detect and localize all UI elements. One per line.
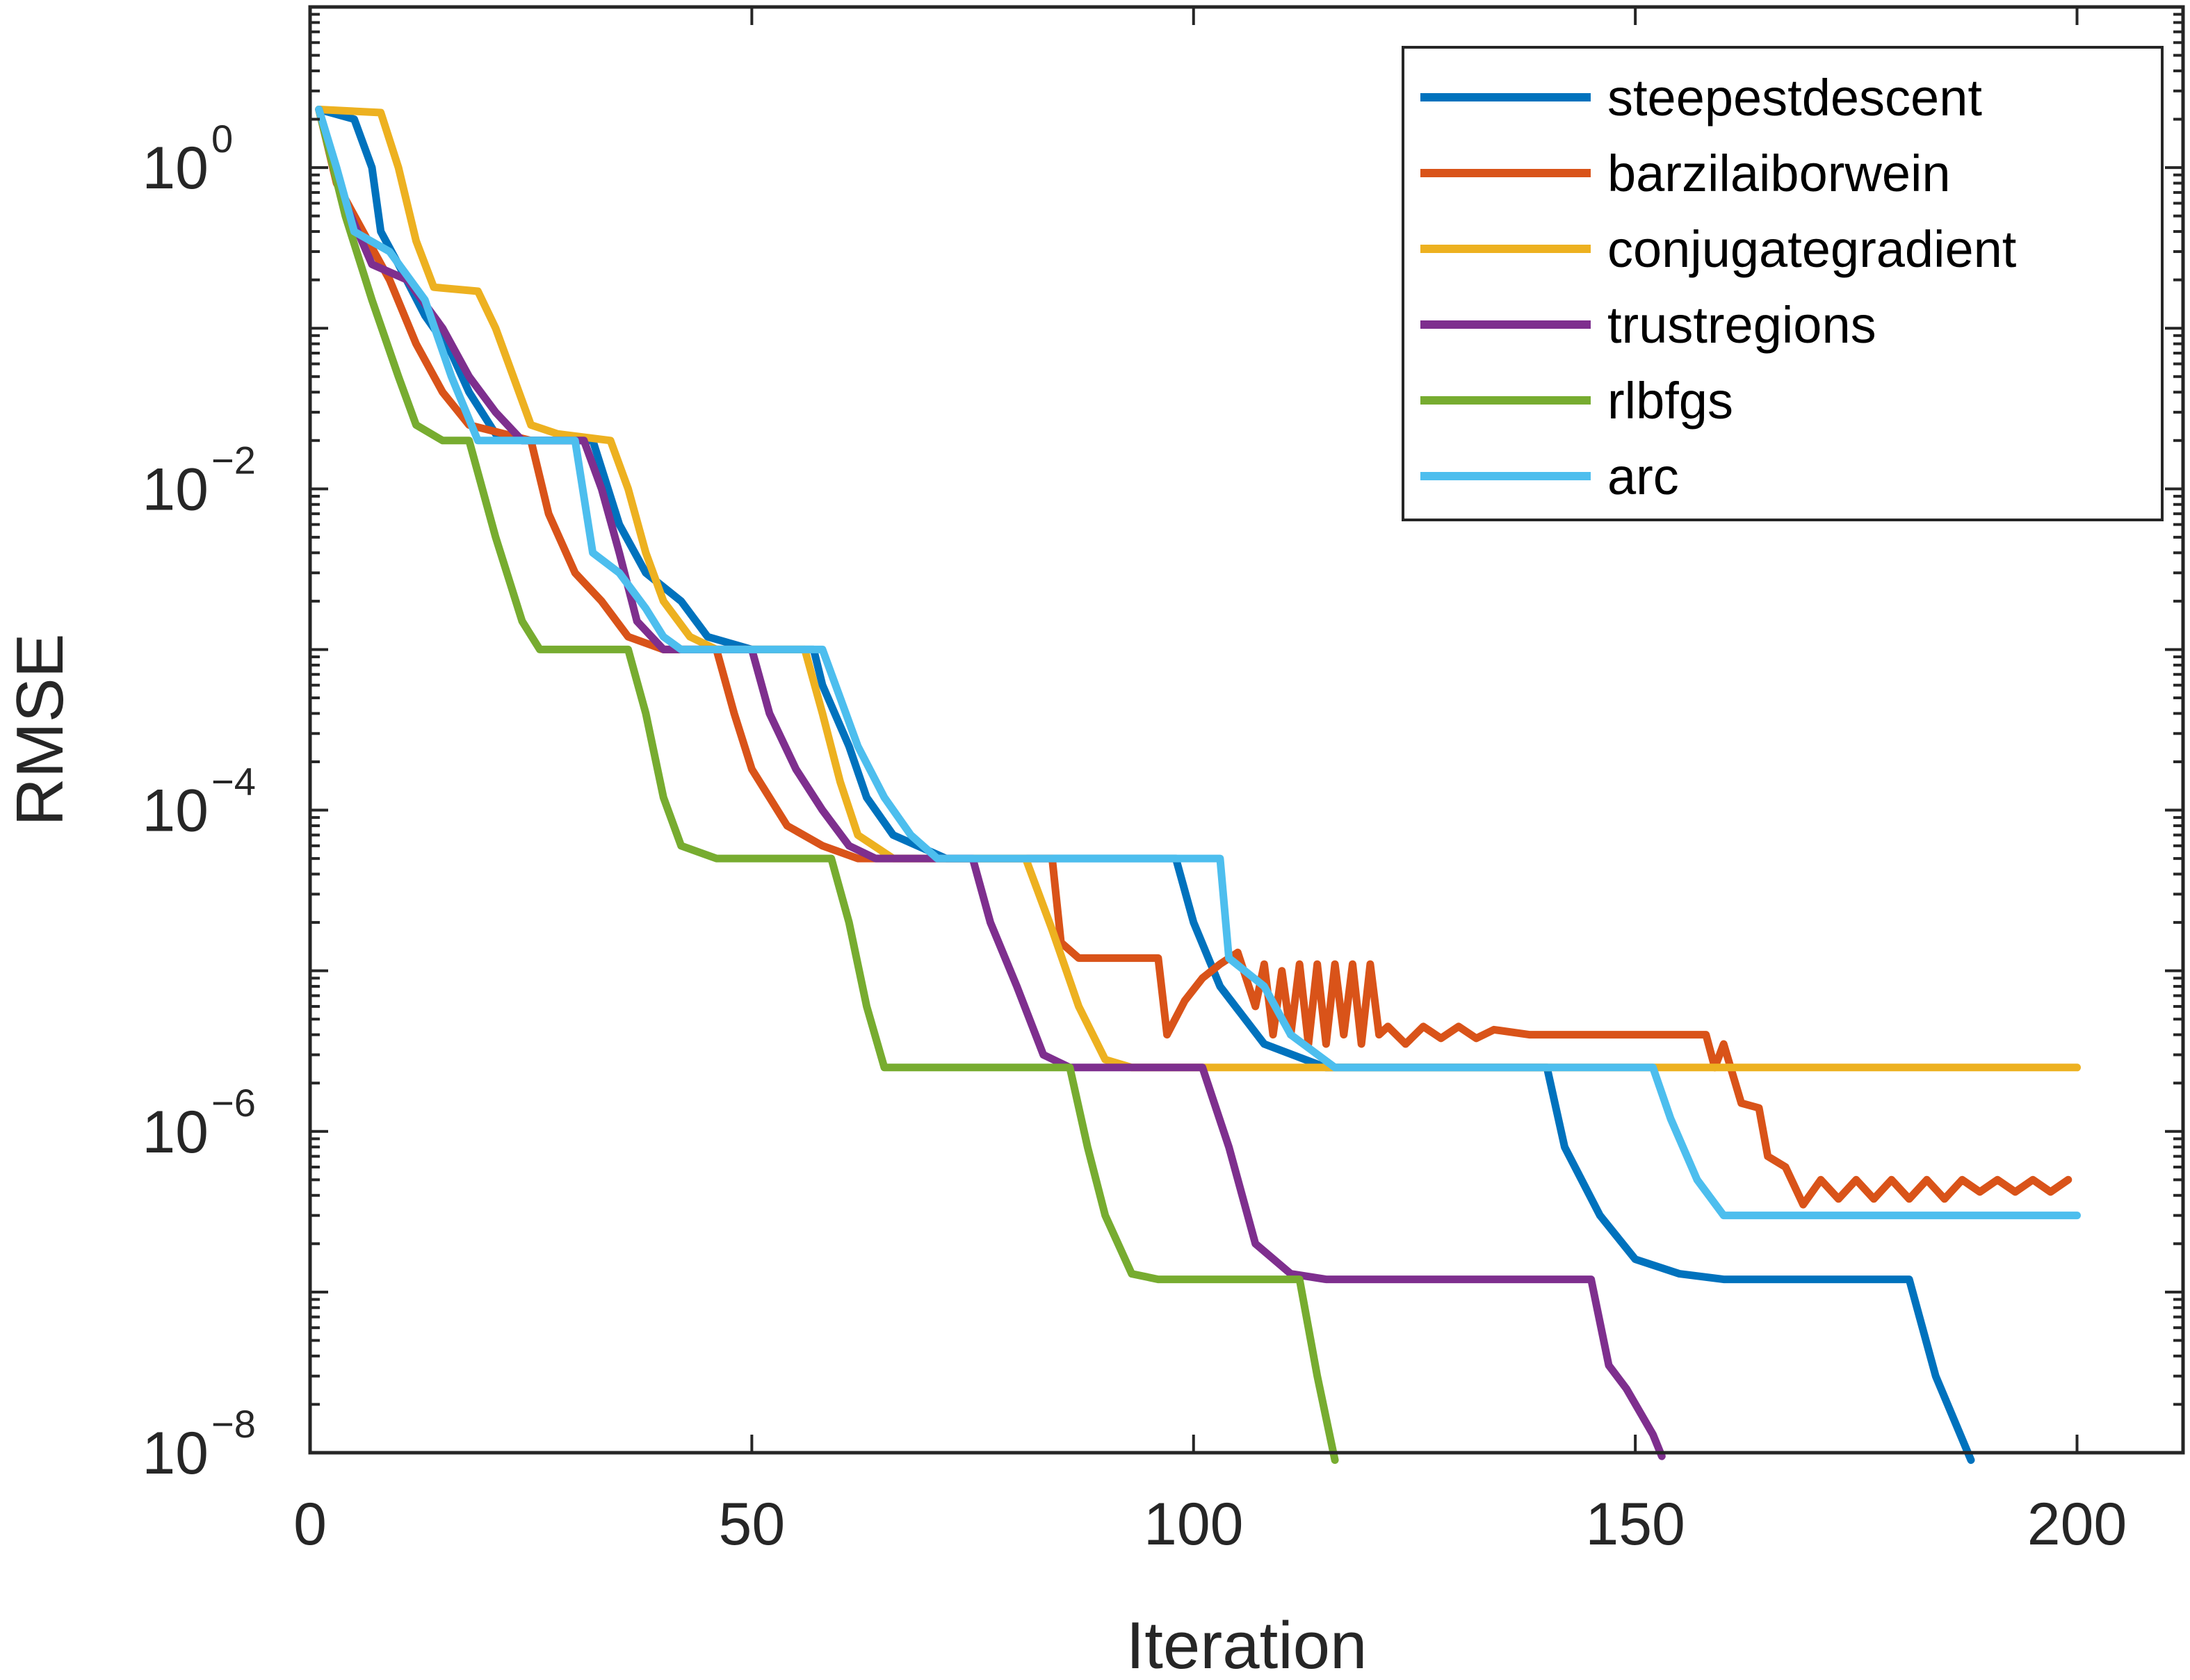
y-tick-exponent: −6 [211, 1081, 256, 1125]
legend-label-conjugategradient: conjugategradient [1607, 220, 2017, 278]
x-tick-labels: 0 50 100 150 200 [293, 1491, 2127, 1558]
legend-label-trustregions: trustregions [1607, 296, 1876, 354]
y-tick-label: 10 −8 [142, 1402, 256, 1487]
y-tick-base: 10 [142, 1420, 209, 1487]
x-tick-label: 50 [719, 1491, 786, 1558]
y-axis-title: RMSE [3, 633, 77, 826]
series-line-arc [315, 106, 2081, 1220]
series-line-trustregions [315, 106, 1666, 1460]
y-tick-label: 10 −6 [142, 1081, 256, 1166]
legend: steepestdescent barzilaiborwein conjugateg… [1402, 46, 2164, 521]
x-tick-label: 150 [1585, 1491, 1685, 1558]
x-tick-label: 100 [1144, 1491, 1244, 1558]
y-tick-exponent: −8 [211, 1402, 256, 1446]
legend-items: steepestdescent barzilaiborwein conjugateg… [1420, 69, 2017, 505]
y-tick-base: 10 [142, 135, 209, 202]
legend-label-steepestdescent: steepestdescent [1607, 69, 1982, 127]
legend-label-rlbfgs: rlbfgs [1607, 372, 1733, 430]
y-tick-base: 10 [142, 456, 209, 523]
x-tick-label: 0 [293, 1491, 327, 1558]
y-tick-label: 10 −2 [142, 438, 256, 523]
plot-frame [308, 5, 2185, 1455]
series-line-rlbfgs [315, 106, 1339, 1465]
x-axis-title: Iteration [1126, 1608, 1368, 1680]
legend-label-barzilaiborwein: barzilaiborwein [1607, 145, 1951, 202]
series-layer [315, 106, 2081, 1465]
y-tick-label: 10 −4 [142, 760, 256, 845]
y-tick-exponent: 0 [211, 117, 233, 161]
y-tick-exponent: −4 [211, 760, 256, 804]
ticks-layer [309, 6, 2183, 1454]
legend-label-arc: arc [1607, 448, 1679, 505]
y-tick-base: 10 [142, 778, 209, 845]
x-tick-label: 200 [2027, 1491, 2127, 1558]
y-tick-base: 10 [142, 1099, 209, 1166]
series-line-steepestdescent [315, 106, 1975, 1465]
legend-box [1402, 46, 2164, 521]
y-tick-exponent: −2 [211, 438, 256, 482]
series-line-conjugategradient [315, 106, 2081, 1072]
y-tick-label: 10 0 [142, 117, 233, 202]
